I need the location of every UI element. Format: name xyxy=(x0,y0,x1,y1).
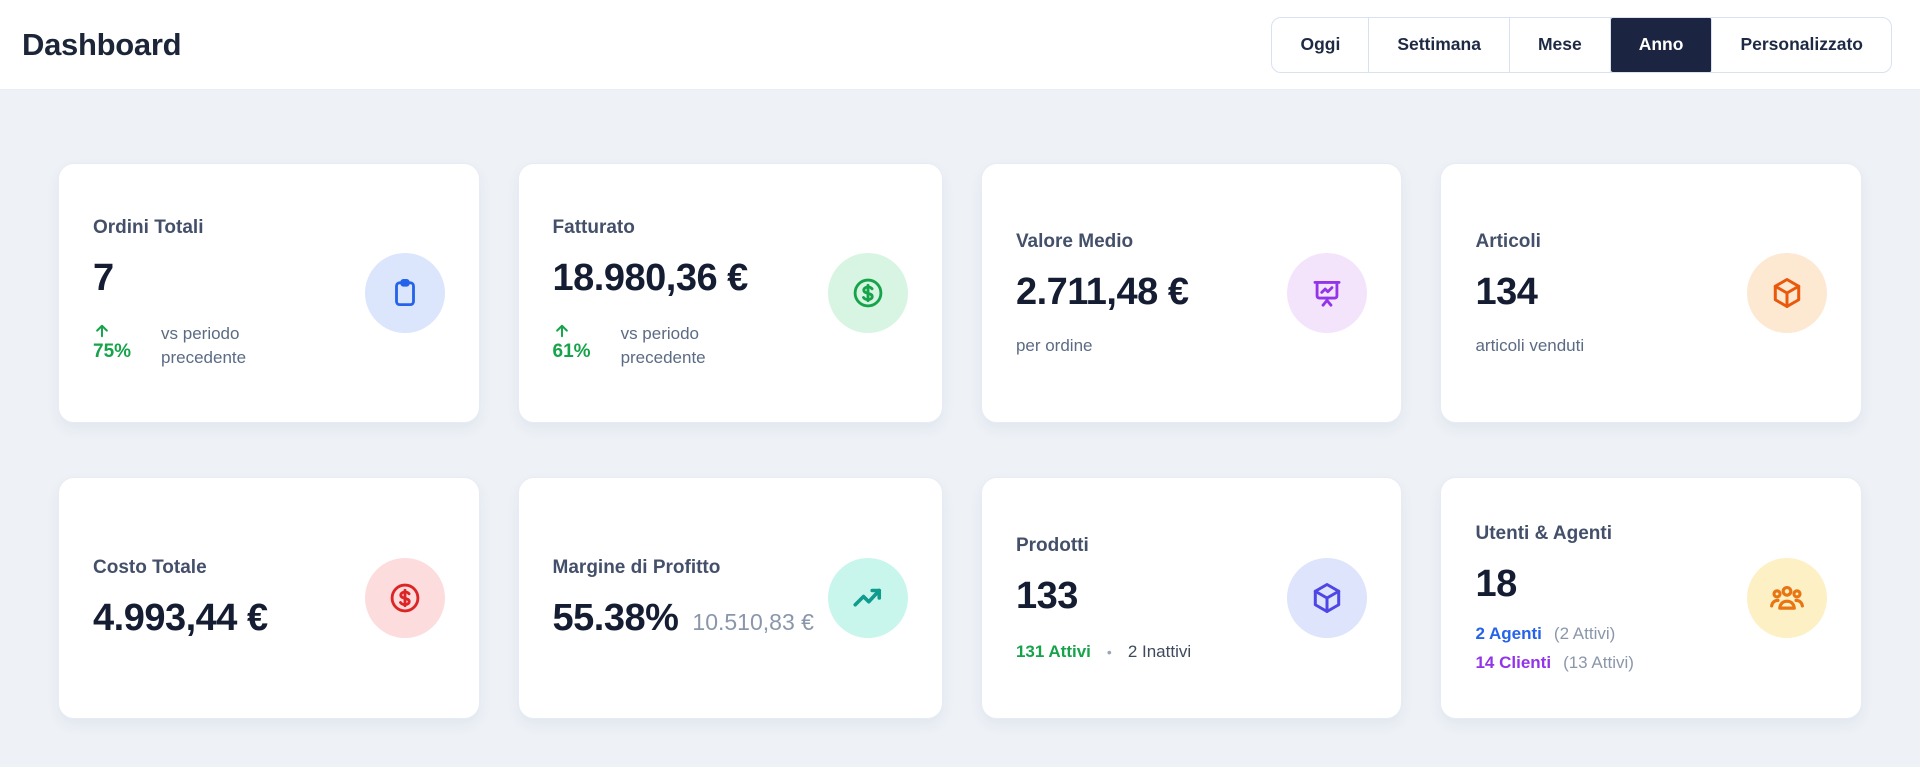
card-subtitle: per ordine xyxy=(1015,335,1093,355)
clients-line: 14 Clienti (13 Attivi) xyxy=(1475,653,1633,673)
product-status-row: 131 Attivi • 2 Inattivi xyxy=(1016,642,1191,662)
trend-percent: 75% xyxy=(93,340,132,362)
card-costo-totale: Costo Totale 4.993,44 € xyxy=(58,477,480,719)
card-title: Margine di Profitto xyxy=(552,556,721,578)
top-header: Dashboard Oggi Settimana Mese Anno Perso… xyxy=(0,0,1920,90)
card-title: Costo Totale xyxy=(93,556,207,578)
card-value: 18.980,36 € xyxy=(552,256,749,299)
dot-separator: • xyxy=(1106,643,1112,660)
card-utenti-agenti: Utenti & Agenti 18 2 Agenti (2 Attivi) 1… xyxy=(1440,477,1862,719)
period-tab-personalizzato[interactable]: Personalizzato xyxy=(1712,18,1891,72)
card-value: 18 xyxy=(1475,563,1517,605)
card-value: 4.993,44 € xyxy=(93,596,268,639)
card-value: 133 xyxy=(1015,574,1078,617)
card-margine-profitto: Margine di Profitto 55.38% 10.510,83 € xyxy=(517,477,943,719)
card-value: 134 xyxy=(1475,270,1538,313)
cube-icon xyxy=(1747,253,1827,333)
card-subtitle: articoli venduti xyxy=(1475,335,1585,355)
clients-count: 14 Clienti xyxy=(1475,653,1552,672)
inactive-count: 2 Inattivi xyxy=(1127,641,1192,661)
stats-grid: Ordini Totali 7 75% vs periodo precedent… xyxy=(0,90,1920,767)
card-title: Valore Medio xyxy=(1015,230,1134,252)
arrow-up-icon xyxy=(93,322,131,340)
agents-active-note: (2 Attivi) xyxy=(1553,624,1616,643)
card-value: 55.38% xyxy=(552,596,679,639)
period-tab-oggi[interactable]: Oggi xyxy=(1272,17,1370,72)
card-ordini-totali: Ordini Totali 7 75% vs periodo precedent… xyxy=(58,163,480,423)
users-breakdown: 2 Agenti (2 Attivi) 14 Clienti (13 Attiv… xyxy=(1475,624,1633,673)
card-value: 7 xyxy=(93,256,114,299)
arrow-up-icon xyxy=(553,322,591,340)
trend-label: vs periodo precedente xyxy=(161,323,247,367)
cube-icon xyxy=(1287,558,1368,638)
card-prodotti: Prodotti 133 131 Attivi • 2 Inattivi xyxy=(980,477,1403,719)
presentation-chart-icon xyxy=(1287,253,1368,333)
card-fatturato: Fatturato 18.980,36 € 61% vs periodo pre… xyxy=(517,163,943,423)
card-title: Ordini Totali xyxy=(93,216,204,238)
active-count: 131 Attivi xyxy=(1015,641,1091,661)
trend-percent: 61% xyxy=(552,340,591,362)
card-value: 2.711,48 € xyxy=(1015,270,1189,313)
card-title: Articoli xyxy=(1475,230,1541,252)
currency-dollar-icon xyxy=(364,558,445,638)
card-articoli: Articoli 134 articoli venduti xyxy=(1440,163,1862,423)
clipboard-icon xyxy=(364,253,445,333)
trend-indicator: 61% vs periodo precedente xyxy=(553,322,748,370)
period-tab-mese[interactable]: Mese xyxy=(1510,17,1611,72)
card-title: Fatturato xyxy=(552,216,635,238)
period-filter-group: Oggi Settimana Mese Anno Personalizzato xyxy=(1271,16,1892,73)
card-value-secondary: 10.510,83 € xyxy=(692,608,814,635)
trend-indicator: 75% vs periodo precedente xyxy=(93,322,279,370)
agents-count: 2 Agenti xyxy=(1475,624,1542,643)
trend-label: vs periodo precedente xyxy=(620,323,706,367)
clients-active-note: (13 Attivi) xyxy=(1563,653,1634,672)
user-group-icon xyxy=(1747,558,1827,638)
period-tab-anno[interactable]: Anno xyxy=(1610,17,1713,72)
page-title: Dashboard xyxy=(22,26,182,62)
card-title: Utenti & Agenti xyxy=(1475,523,1612,544)
currency-dollar-icon xyxy=(827,253,908,333)
period-tab-settimana[interactable]: Settimana xyxy=(1369,17,1510,72)
card-title: Prodotti xyxy=(1015,534,1089,556)
card-valore-medio: Valore Medio 2.711,48 € per ordine xyxy=(980,163,1403,423)
trending-up-icon xyxy=(827,558,908,638)
agents-line: 2 Agenti (2 Attivi) xyxy=(1475,624,1633,644)
